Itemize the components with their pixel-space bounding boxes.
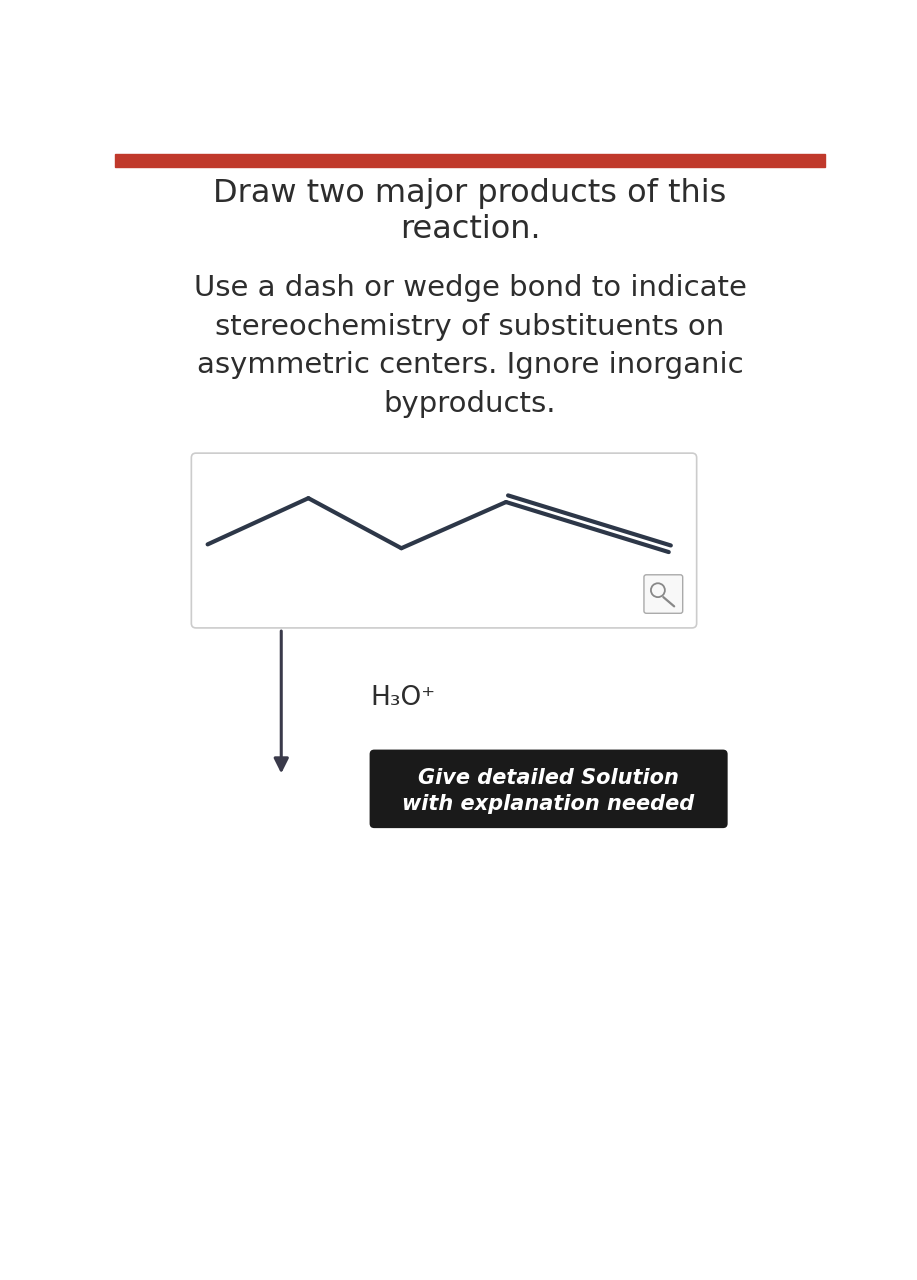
Bar [115, 154, 825, 168]
FancyBboxPatch shape [370, 750, 728, 828]
Text: with explanation needed: with explanation needed [403, 794, 695, 814]
FancyBboxPatch shape [192, 453, 697, 628]
Text: reaction.: reaction. [400, 214, 540, 244]
Text: Give detailed Solution: Give detailed Solution [418, 768, 679, 788]
Text: Draw two major products of this: Draw two major products of this [214, 178, 726, 209]
Text: byproducts.: byproducts. [383, 390, 557, 417]
Text: H₃O⁺: H₃O⁺ [370, 685, 436, 712]
Text: Use a dash or wedge bond to indicate: Use a dash or wedge bond to indicate [193, 274, 746, 302]
FancyBboxPatch shape [644, 575, 682, 613]
Text: asymmetric centers. Ignore inorganic: asymmetric centers. Ignore inorganic [196, 351, 744, 379]
Text: stereochemistry of substituents on: stereochemistry of substituents on [215, 312, 724, 340]
